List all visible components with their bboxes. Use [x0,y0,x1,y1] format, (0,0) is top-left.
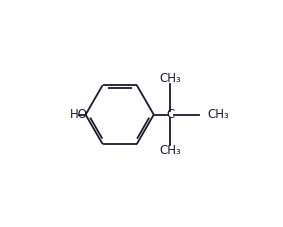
Text: CH₃: CH₃ [160,72,181,85]
Text: C: C [166,108,175,121]
Text: CH₃: CH₃ [207,108,229,121]
Text: CH₃: CH₃ [160,144,181,157]
Text: HO: HO [70,108,88,121]
